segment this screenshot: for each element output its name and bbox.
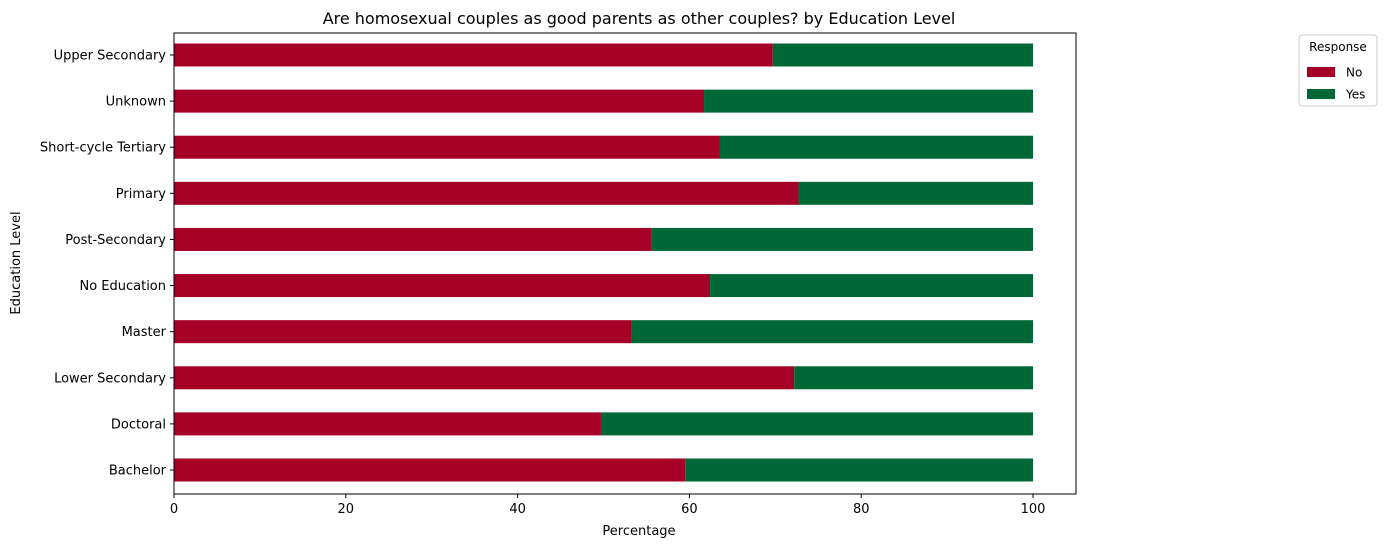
legend-label: Yes bbox=[1345, 88, 1365, 102]
x-tick-label: 60 bbox=[681, 502, 698, 517]
bar-no bbox=[174, 43, 773, 67]
y-tick-label: Master bbox=[122, 325, 167, 340]
bar-yes bbox=[710, 274, 1034, 298]
y-tick-label: Primary bbox=[116, 187, 167, 202]
x-tick-label: 100 bbox=[1021, 502, 1046, 517]
bar-no bbox=[174, 181, 799, 205]
bar-yes bbox=[651, 227, 1034, 251]
y-axis-ticks: Upper Secondary Unknown Short-cycle Tertia… bbox=[40, 49, 174, 479]
x-axis-ticks: 0 20 40 60 80 100 bbox=[170, 494, 1046, 517]
x-tick-label: 0 bbox=[170, 502, 178, 517]
bar-yes bbox=[798, 181, 1034, 205]
x-tick-label: 40 bbox=[509, 502, 526, 517]
y-axis-label: Education Level bbox=[9, 211, 24, 314]
bar-yes bbox=[719, 135, 1034, 159]
x-tick-label: 20 bbox=[338, 502, 355, 517]
legend: Response No Yes bbox=[1298, 34, 1378, 107]
y-tick-label: Unknown bbox=[106, 95, 166, 110]
bar-no bbox=[174, 458, 686, 482]
bar-no bbox=[174, 274, 711, 298]
bars-layer bbox=[174, 43, 1034, 482]
bar-no bbox=[174, 135, 720, 159]
legend-title: Response bbox=[1309, 40, 1367, 54]
bar-no bbox=[174, 320, 632, 344]
legend-entries: No Yes bbox=[1307, 66, 1365, 102]
bar-yes bbox=[772, 43, 1034, 67]
y-tick-label: Post-Secondary bbox=[65, 233, 166, 248]
legend-swatch bbox=[1307, 89, 1335, 99]
x-axis-label: Percentage bbox=[602, 524, 675, 539]
bar-no bbox=[174, 89, 705, 113]
plot-frame bbox=[173, 32, 1077, 495]
y-tick-label: Doctoral bbox=[111, 417, 166, 432]
chart-title: Are homosexual couples as good parents a… bbox=[323, 9, 956, 28]
x-tick-label: 80 bbox=[853, 502, 870, 517]
bar-no bbox=[174, 227, 652, 251]
y-tick-label: No Education bbox=[79, 279, 166, 294]
bar-yes bbox=[794, 366, 1034, 390]
y-tick-label: Bachelor bbox=[109, 464, 167, 479]
bar-yes bbox=[685, 458, 1034, 482]
bar-yes bbox=[631, 320, 1034, 344]
legend-label: No bbox=[1346, 66, 1362, 80]
y-tick-label: Lower Secondary bbox=[54, 371, 166, 386]
y-tick-label: Short-cycle Tertiary bbox=[40, 141, 166, 156]
bar-yes bbox=[600, 412, 1034, 436]
legend-frame bbox=[1298, 34, 1378, 107]
bar-no bbox=[174, 412, 601, 436]
bar-no bbox=[174, 366, 795, 390]
legend-swatch bbox=[1307, 67, 1335, 77]
y-tick-label: Upper Secondary bbox=[54, 49, 167, 64]
bar-yes bbox=[704, 89, 1034, 113]
